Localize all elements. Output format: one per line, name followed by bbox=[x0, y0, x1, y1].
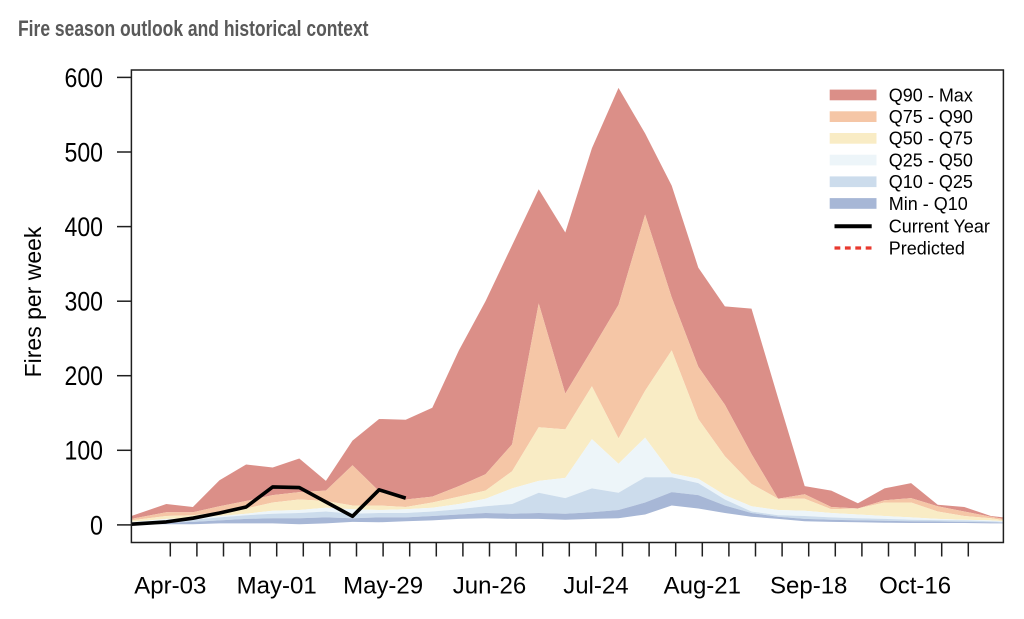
svg-text:0: 0 bbox=[90, 510, 103, 540]
svg-text:Oct-16: Oct-16 bbox=[879, 573, 951, 600]
svg-text:Q25 - Q50: Q25 - Q50 bbox=[889, 150, 973, 170]
svg-text:600: 600 bbox=[65, 63, 104, 93]
svg-text:Q75 - Q90: Q75 - Q90 bbox=[889, 107, 973, 127]
svg-text:100: 100 bbox=[65, 436, 104, 466]
svg-text:Apr-03: Apr-03 bbox=[134, 573, 206, 600]
svg-text:Q50 - Q75: Q50 - Q75 bbox=[889, 129, 973, 149]
svg-text:400: 400 bbox=[65, 212, 104, 242]
svg-text:200: 200 bbox=[65, 361, 104, 391]
svg-text:500: 500 bbox=[65, 137, 104, 167]
svg-text:Jun-26: Jun-26 bbox=[453, 573, 526, 600]
svg-text:300: 300 bbox=[65, 287, 104, 317]
svg-text:Sep-18: Sep-18 bbox=[770, 573, 847, 600]
svg-text:Predicted: Predicted bbox=[889, 238, 965, 258]
svg-text:Fires per week: Fires per week bbox=[20, 226, 46, 377]
svg-text:Q90 - Max: Q90 - Max bbox=[889, 85, 973, 105]
svg-text:Current Year: Current Year bbox=[889, 217, 990, 237]
svg-text:Q10 - Q25: Q10 - Q25 bbox=[889, 172, 973, 192]
svg-text:Jul-24: Jul-24 bbox=[563, 573, 628, 600]
svg-text:May-29: May-29 bbox=[343, 573, 423, 600]
svg-text:Min - Q10: Min - Q10 bbox=[889, 194, 968, 214]
svg-text:Fire season outlook and histor: Fire season outlook and historical conte… bbox=[18, 16, 369, 41]
svg-text:Aug-21: Aug-21 bbox=[664, 573, 741, 600]
svg-text:May-01: May-01 bbox=[237, 573, 317, 600]
